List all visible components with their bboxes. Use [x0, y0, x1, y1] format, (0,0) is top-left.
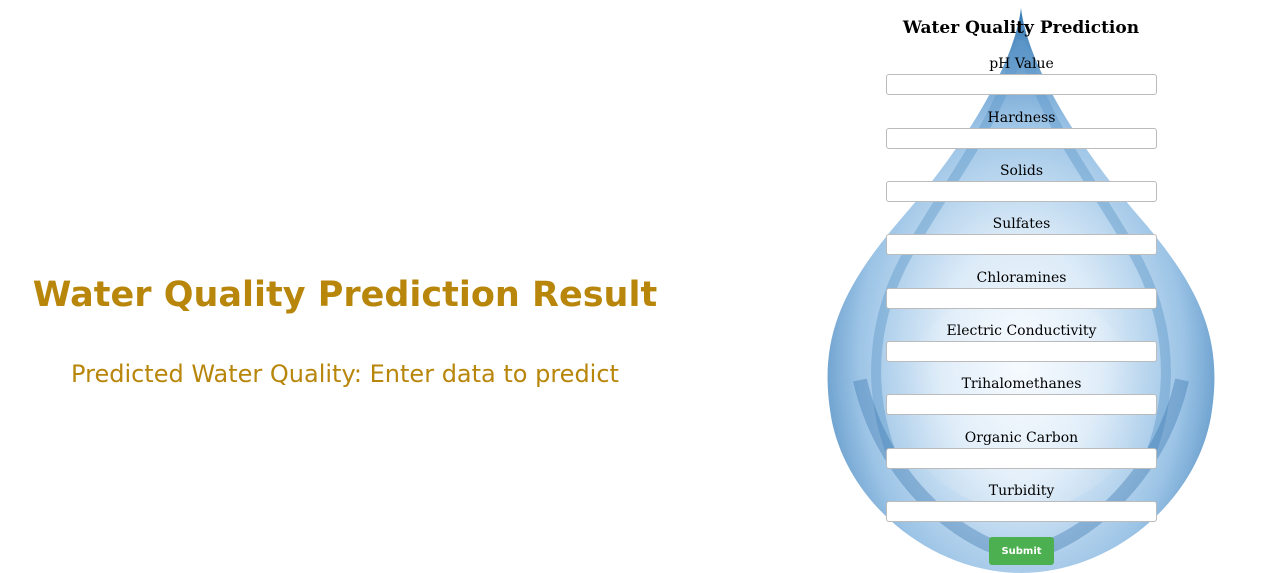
- sulfates-label: Sulfates: [992, 216, 1051, 232]
- trihalomethanes-label: Trihalomethanes: [961, 376, 1082, 392]
- sulfates-input[interactable]: [886, 234, 1157, 255]
- chloramines-label: Chloramines: [976, 270, 1067, 286]
- field-trihalomethanes: Trihalomethanes: [886, 375, 1157, 415]
- solids-input[interactable]: [886, 181, 1157, 202]
- chloramines-input[interactable]: [886, 288, 1157, 309]
- trihalomethanes-input[interactable]: [886, 394, 1157, 415]
- field-chloramines: Chloramines: [886, 269, 1157, 309]
- ph-value-label: pH Value: [989, 56, 1054, 72]
- form-title: Water Quality Prediction: [902, 18, 1140, 38]
- submit-button[interactable]: Submit: [989, 537, 1054, 565]
- electric-conductivity-input[interactable]: [886, 341, 1157, 362]
- ph-value-input[interactable]: [886, 74, 1157, 95]
- field-turbidity: Turbidity: [886, 482, 1157, 522]
- result-title: Water Quality Prediction Result: [32, 275, 658, 315]
- organic-carbon-input[interactable]: [886, 448, 1157, 469]
- field-solids: Solids: [886, 162, 1157, 202]
- field-electric-conductivity: Electric Conductivity: [886, 322, 1157, 362]
- prediction-text: Predicted Water Quality: Enter data to p…: [71, 360, 619, 388]
- hardness-label: Hardness: [987, 110, 1056, 126]
- solids-label: Solids: [999, 163, 1044, 179]
- field-hardness: Hardness: [886, 109, 1157, 149]
- prediction-form: Water Quality Prediction pH Value Hardne…: [870, 0, 1172, 573]
- result-panel: Water Quality Prediction Result Predicte…: [32, 275, 658, 388]
- electric-conductivity-label: Electric Conductivity: [946, 323, 1097, 339]
- field-sulfates: Sulfates: [886, 215, 1157, 255]
- field-ph-value: pH Value: [886, 55, 1157, 95]
- turbidity-label: Turbidity: [988, 483, 1055, 499]
- organic-carbon-label: Organic Carbon: [964, 430, 1079, 446]
- field-organic-carbon: Organic Carbon: [886, 429, 1157, 469]
- hardness-input[interactable]: [886, 128, 1157, 149]
- turbidity-input[interactable]: [886, 501, 1157, 522]
